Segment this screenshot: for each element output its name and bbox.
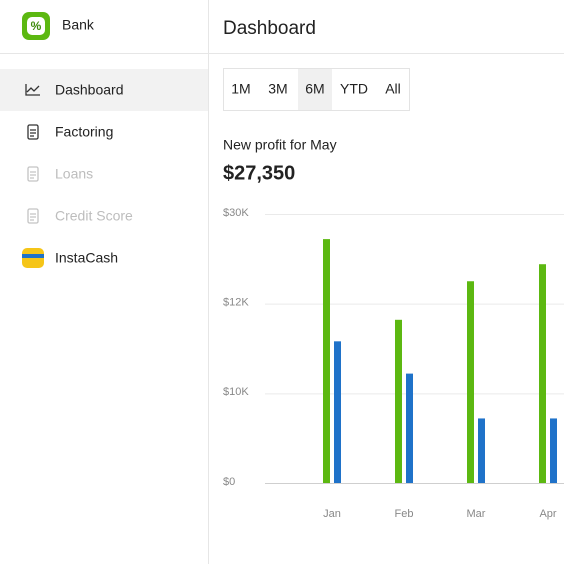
nav-label: Loans [55,166,93,182]
chart: $0 $10K $12K $30K Jan Feb Mar Apr [223,207,564,520]
y-tick-label: $10K [223,386,249,398]
x-tick-label: Apr [539,508,556,520]
nav-item[interactable]: Factoring [27,124,113,140]
y-tick-label: $12K [223,297,249,309]
nav-item: Credit Score [27,208,133,224]
bar [334,341,341,483]
summary-label: New profit for May [223,137,337,153]
summary-value: $27,350 [223,162,295,184]
icon-shape [27,124,39,140]
app-name: Bank [62,17,95,33]
bar [395,319,402,483]
icon-shape [30,213,36,221]
icon-shape [25,84,40,96]
nav-icon [27,124,39,140]
bar [550,418,557,483]
icon-shape [22,254,44,258]
nav-label: InstaCash [55,250,118,266]
bar [467,281,474,483]
tabs: 1M 3M 6M YTD All [231,69,401,110]
y-tick-label: $0 [223,476,235,488]
tab-group [223,68,410,111]
nav-icon [25,84,40,96]
icon-shape [27,208,39,224]
tab-label: 6M [305,81,324,97]
tab[interactable]: 6M [298,69,332,110]
tab[interactable]: YTD [340,81,368,97]
y-tick-label: $30K [223,207,249,219]
page-title: Dashboard [223,18,316,39]
nav-label: Dashboard [55,82,124,98]
x-tick-label: Jan [323,508,341,520]
x-tick-label: Feb [395,508,414,520]
icon-shape [27,166,39,182]
x-tick-label: Mar [467,508,486,520]
tab-label: All [385,81,401,97]
tab[interactable]: 1M [231,81,250,97]
nav-item[interactable]: Dashboard [0,69,208,111]
nav-label: Credit Score [55,208,133,224]
bar [539,264,546,483]
bar [478,418,485,483]
tab-label: 1M [231,81,250,97]
nav-icon [27,166,39,182]
logo: % [22,12,50,40]
tab-label: 3M [268,81,287,97]
nav-icon [27,208,39,224]
tab[interactable]: 3M [268,81,287,97]
nav-icon [22,248,44,268]
bar [406,373,413,483]
icon-shape [30,129,36,137]
svg-text:%: % [31,19,42,33]
nav: Dashboard Factoring Loans Credit Score Insta… [0,69,208,268]
bar [323,239,330,483]
icon-shape [30,171,36,179]
tab[interactable]: All [385,81,401,97]
nav-item: Loans [27,166,93,182]
tab-label: YTD [340,81,368,97]
tab-selected-bg [298,69,332,110]
nav-item[interactable]: InstaCash [22,248,118,268]
nav-label: Factoring [55,124,113,140]
